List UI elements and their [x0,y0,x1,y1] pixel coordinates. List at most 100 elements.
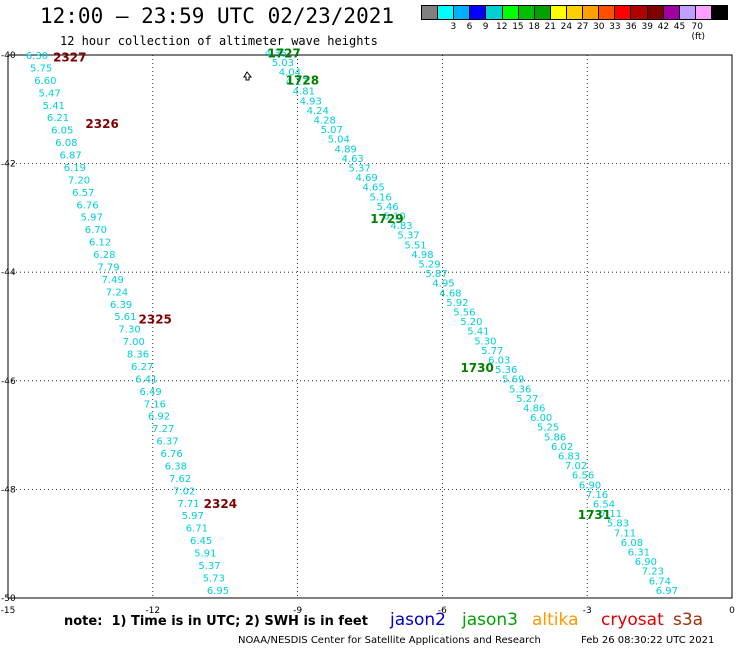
swh-value: 6.38 [165,461,187,472]
swh-value: 6.39 [110,300,132,311]
legend-swatch [679,6,696,19]
legend-label: 36 [625,22,637,32]
swh-value: 6.74 [649,576,671,587]
swh-value: 7.20 [68,175,90,186]
satellite-label: jason2 [390,610,446,630]
swh-value: 6.95 [207,586,229,597]
swh-value: 6.12 [89,238,111,249]
swh-value: 4.69 [356,173,378,184]
legend-label: 18 [528,22,540,32]
legend-swatch [502,6,519,19]
legend-swatch [583,6,600,19]
pass-labels: 2327 2326 2325 2324 1727 1728 1729 1730 1731 [53,46,611,522]
pass-label: 2324 [204,497,237,511]
swh-value: 6.60 [34,76,56,87]
swh-value: 7.11 [614,528,636,539]
swh-value: 6.97 [656,586,678,597]
swh-value: 4.86 [523,403,545,414]
swh-value: 4.63 [342,154,364,165]
swh-value: 6.49 [139,387,161,398]
legend-label: 9 [482,22,489,32]
swh-value: 5.37 [397,231,419,242]
legend-label: 30 [593,22,605,32]
legend-swatch [470,6,487,19]
axis-ticks: -15 -12 -9 -6 -3 0 -40 -42 -44 -46 -48 -50 [1,51,735,616]
swh-value: 6.27 [131,362,153,373]
swh-value: 5.86 [544,432,566,443]
swh-value: 5.73 [203,573,225,584]
swh-value: 7.62 [169,474,191,485]
swh-value: 7.71 [177,499,199,510]
legend-swatch [422,6,439,19]
legend-swatch [647,6,664,19]
y-tick-label: -44 [1,268,16,278]
swh-value: 5.37 [349,163,371,174]
swh-value: 6.70 [85,225,107,236]
swh-value: 5.41 [43,101,65,112]
color-scale-legend [421,5,728,20]
swh-value: 5.91 [194,549,216,560]
legend-swatch [695,6,712,19]
swh-value: 4.04 [279,67,301,78]
arrow-marker-icon [243,71,253,81]
generated-timestamp: Feb 26 08:30:22 UTC 2021 [581,635,715,646]
swh-value: 5.97 [182,511,204,522]
swh-value: 7.24 [106,287,128,298]
swh-value: 7.49 [102,275,124,286]
swh-value: 6.00 [530,413,552,424]
swh-value: 6.37 [156,437,178,448]
y-tick-label: -42 [1,160,16,170]
legend-label: 6 [466,22,473,32]
swh-value: 7.27 [152,424,174,435]
legend-swatch [566,6,584,19]
swh-value: 6.45 [190,536,212,547]
map-title: 12:00 — 23:59 UTC 02/23/2021 [40,4,395,28]
legend-swatch [486,6,503,19]
swh-value: 5.27 [516,394,538,405]
swh-value: 6.31 [628,547,650,558]
swh-value: 4.95 [432,279,454,290]
satellite-label: s3a [673,610,704,630]
swh-value: 5.61 [114,312,136,323]
swh-value: 5.25 [537,423,559,434]
satellite-label: cryosat [601,610,664,630]
swh-value: 7.16 [144,399,166,410]
swh-value: 4.24 [307,106,329,117]
swh-value: 5.56 [453,307,475,318]
pass-label: 1731 [578,508,611,522]
swh-value: 6.90 [579,480,601,491]
legend-swatch [631,6,648,19]
swh-value: 5.37 [198,561,220,572]
swh-value: 5.83 [607,519,629,530]
legend-swatch [518,6,535,19]
y-tick-label: -48 [1,485,16,495]
swh-value: 4.28 [314,115,336,126]
swh-value: 7.79 [97,262,119,273]
swh-value: 4.81 [293,87,315,98]
swh-value: 6.08 [55,138,77,149]
swh-value: 4.35 [265,48,287,59]
legend-swatch [711,6,728,19]
swh-value: 6.41 [135,374,157,385]
swh-value: 6.76 [76,200,98,211]
swh-value: 6.87 [60,151,82,162]
swh-value: 5.75 [30,63,52,74]
swh-value: 6.90 [635,557,657,568]
footer-note: note: 1) Time is in UTC; 2) SWH is in fe… [64,614,368,629]
swh-value: 4.27 [286,77,308,88]
swh-value: 5.20 [460,317,482,328]
legend-label: 45 [673,22,686,32]
legend-swatch [550,6,567,19]
swh-value: 8.36 [127,350,149,361]
legend-swatch [438,6,455,19]
map-subtitle: 12 hour collection of altimeter wave hei… [60,34,378,48]
pass-label: 2326 [85,117,118,131]
legend-label: 24 [560,22,573,32]
swh-value: 6.02 [551,442,573,453]
x-tick-label: 0 [729,606,735,616]
satellite-label: altika [532,610,579,630]
swh-value: 6.03 [488,355,510,366]
swh-value: 7.02 [565,461,587,472]
swh-value: 4.93 [300,96,322,107]
